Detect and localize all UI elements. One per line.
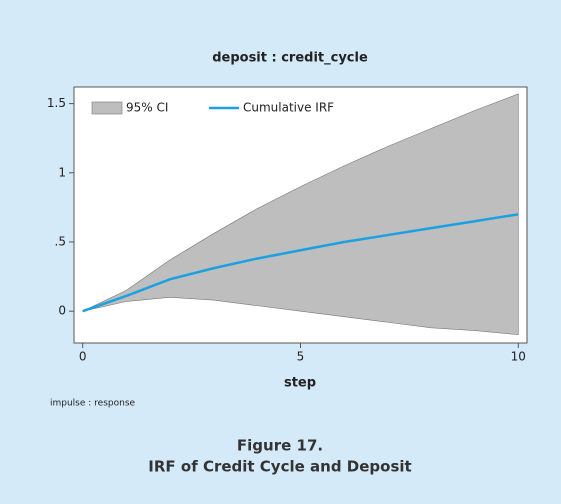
x-axis-label: step (284, 376, 316, 391)
y-tick-label: 1.5 (47, 96, 66, 110)
irf-line (82, 213, 519, 313)
legend-label: Cumulative IRF (243, 101, 334, 115)
figure-number: Figure 17. (237, 437, 323, 455)
y-tick-label: 1 (58, 165, 66, 179)
y-tick-label: .5 (55, 234, 66, 248)
legend-label: 95% CI (126, 101, 168, 115)
figure-caption: IRF of Credit Cycle and Deposit (148, 458, 411, 476)
note: impulse : response (50, 399, 136, 409)
x-tick-label: 5 (297, 350, 305, 364)
y-tick-label: 0 (58, 304, 66, 318)
legend-swatch (91, 101, 123, 115)
x-tick-label: 10 (511, 350, 526, 364)
chart-title: deposit : credit_cycle (212, 51, 368, 66)
x-tick-label: 0 (79, 350, 87, 364)
